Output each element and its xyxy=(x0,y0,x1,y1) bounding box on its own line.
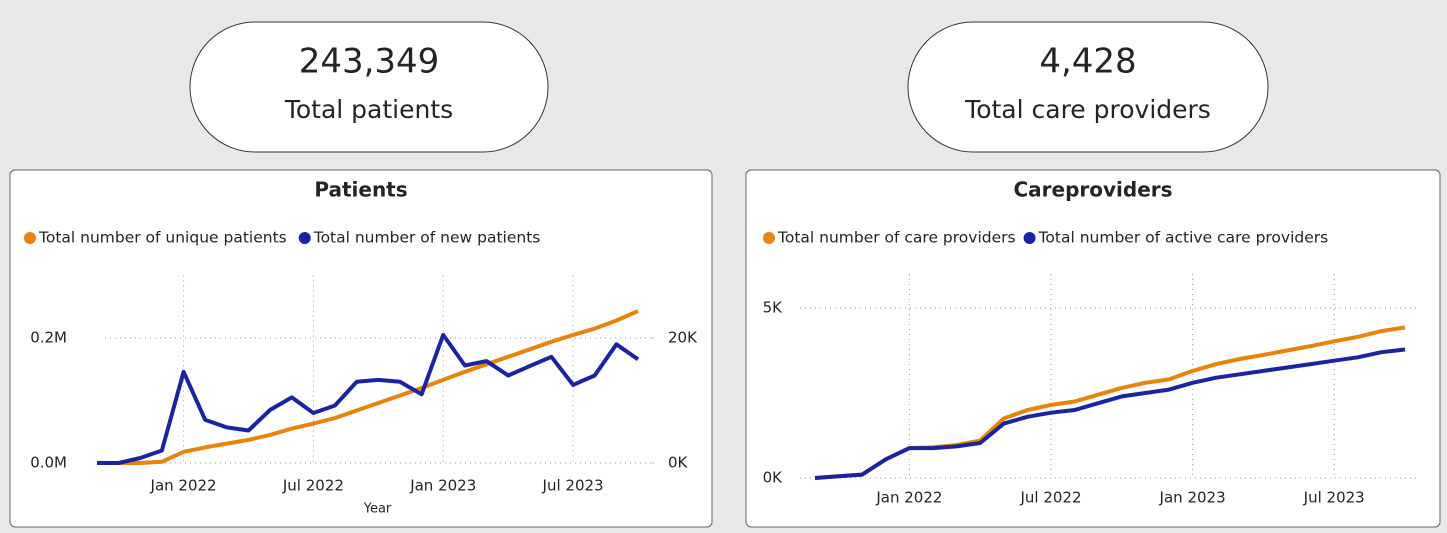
chart-title: Patients xyxy=(314,178,407,202)
chart-panel xyxy=(9,169,713,528)
legend-marker xyxy=(1023,232,1036,244)
legend-label: Total number of unique patients xyxy=(38,229,287,247)
x-tick-label: Jan 2022 xyxy=(875,489,942,507)
y-tick-label: 0K xyxy=(763,469,784,487)
legend-marker xyxy=(298,232,311,244)
kpi-value: 4,428 xyxy=(1039,42,1136,82)
y2-tick-label: 20K xyxy=(668,329,698,347)
chart-title: Careproviders xyxy=(1013,178,1172,202)
kpi-label: Total care providers xyxy=(964,95,1211,124)
legend-marker xyxy=(24,232,36,244)
kpi-value: 243,349 xyxy=(299,42,440,82)
kpi-card xyxy=(907,21,1269,153)
kpi-card xyxy=(189,21,549,153)
legend-label: Total number of active care providers xyxy=(1038,229,1329,247)
y2-tick-label: 0K xyxy=(668,454,689,472)
series-line xyxy=(814,347,1406,480)
x-tick-label: Jan 2023 xyxy=(1159,489,1226,507)
x-tick-label: Jul 2022 xyxy=(282,477,344,495)
series-line xyxy=(97,332,640,465)
legend-marker xyxy=(763,232,775,244)
x-tick-label: Jan 2023 xyxy=(409,477,476,495)
x-axis-label: Year xyxy=(363,502,392,517)
x-tick-label: Jan 2022 xyxy=(150,477,217,495)
x-tick-label: Jul 2022 xyxy=(1019,489,1081,507)
legend-label: Total number of care providers xyxy=(777,229,1016,247)
kpi-label: Total patients xyxy=(284,95,453,124)
legend-label: Total number of new patients xyxy=(313,229,541,247)
y-tick-label: 0.2M xyxy=(30,329,67,347)
x-tick-label: Jul 2023 xyxy=(1303,489,1365,507)
y-tick-label: 5K xyxy=(763,299,784,317)
chart-panel xyxy=(745,169,1441,528)
x-tick-label: Jul 2023 xyxy=(542,477,604,495)
y-tick-label: 0.0M xyxy=(30,454,67,472)
series-line xyxy=(97,309,639,465)
